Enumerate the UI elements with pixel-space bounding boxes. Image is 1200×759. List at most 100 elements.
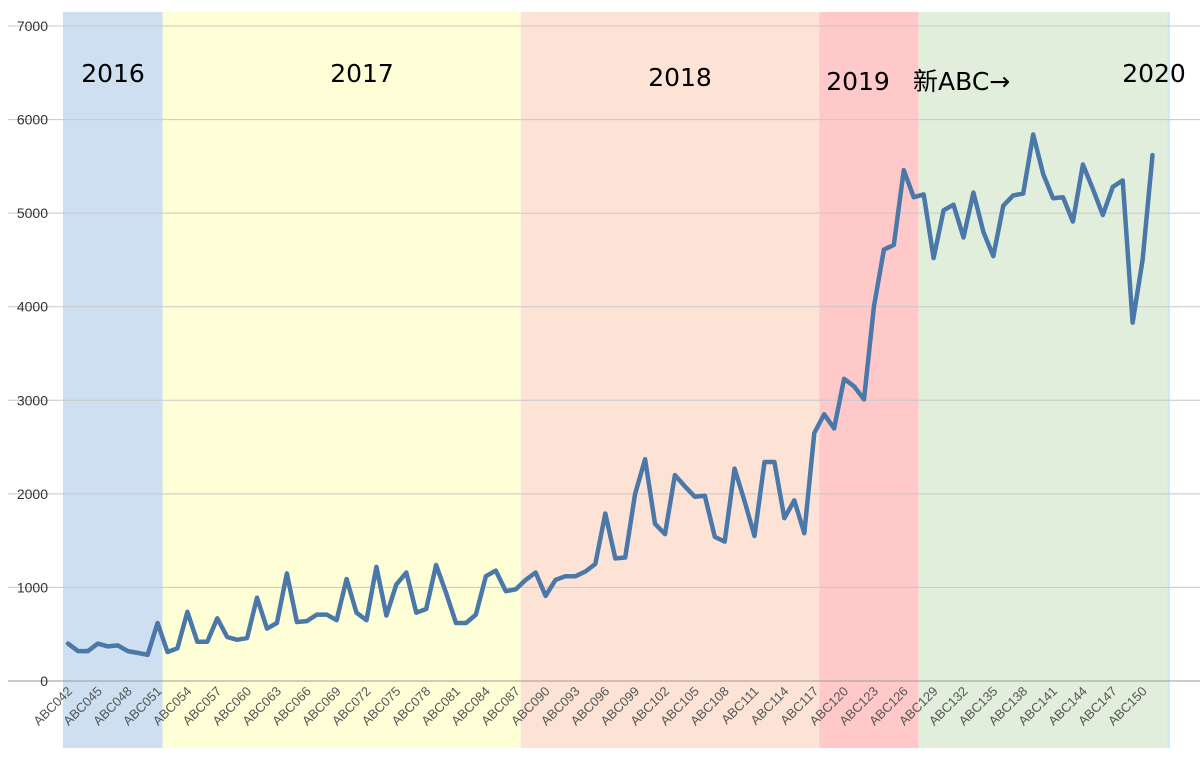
data-point — [694, 495, 696, 498]
year-bands — [63, 12, 1170, 748]
data-point — [1052, 197, 1054, 199]
data-point — [614, 557, 617, 560]
data-point — [97, 642, 99, 645]
data-point — [763, 461, 766, 463]
data-point — [733, 467, 736, 470]
band-1 — [63, 12, 163, 748]
data-point — [355, 611, 358, 614]
data-point — [345, 578, 348, 580]
data-point — [186, 611, 189, 613]
data-point — [574, 575, 577, 577]
data-point — [1131, 321, 1134, 324]
data-point — [863, 398, 865, 401]
data-point — [903, 169, 905, 171]
data-point — [664, 533, 666, 535]
data-point — [992, 255, 995, 257]
data-point — [117, 644, 119, 647]
data-point — [1012, 194, 1014, 197]
data-point — [793, 499, 796, 502]
data-point — [67, 642, 69, 645]
data-point — [783, 517, 786, 519]
data-point — [365, 619, 368, 621]
band-label-5: 新ABC→ — [913, 67, 1010, 96]
data-point — [932, 257, 935, 259]
data-point — [922, 193, 925, 196]
y-tick-label: 3000 — [17, 392, 48, 408]
data-point — [833, 427, 835, 430]
data-point — [77, 650, 79, 652]
data-point — [126, 650, 129, 652]
band-4 — [819, 12, 919, 748]
y-tick-label: 4000 — [17, 299, 48, 315]
data-point — [325, 613, 328, 616]
data-point — [455, 622, 457, 624]
band-label-4: 2019 — [826, 67, 890, 96]
data-point — [1072, 220, 1074, 223]
data-point — [485, 575, 487, 577]
data-point — [823, 413, 825, 416]
data-point — [156, 622, 159, 624]
data-point — [425, 608, 428, 610]
data-point — [196, 640, 199, 643]
data-point — [1002, 204, 1005, 207]
data-point — [942, 209, 945, 212]
data-point — [704, 494, 706, 497]
data-point — [395, 583, 398, 586]
data-point — [107, 645, 109, 648]
data-point — [1062, 196, 1064, 198]
data-point — [256, 596, 258, 599]
data-point — [644, 458, 646, 461]
data-point — [1092, 188, 1094, 190]
data-point — [276, 622, 278, 624]
data-point — [753, 535, 756, 537]
data-point — [654, 523, 656, 525]
data-point — [1141, 259, 1144, 261]
data-point — [475, 613, 477, 616]
band-3 — [520, 12, 820, 748]
data-point — [524, 579, 527, 581]
data-point — [405, 571, 408, 574]
data-point — [604, 512, 607, 515]
data-point — [624, 556, 626, 559]
data-point — [554, 579, 557, 581]
y-tick-label: 5000 — [17, 205, 48, 221]
data-point — [335, 619, 338, 621]
band-label-3: 2018 — [648, 63, 712, 92]
data-point — [714, 536, 716, 538]
data-point — [1082, 163, 1084, 166]
data-point — [634, 493, 636, 495]
data-point — [1112, 186, 1114, 188]
data-point — [176, 647, 179, 650]
data-point — [773, 461, 776, 463]
data-point — [544, 595, 547, 597]
data-point — [236, 639, 238, 641]
band-label-6: 2020 — [1122, 59, 1186, 88]
data-point — [445, 592, 447, 594]
data-point — [674, 474, 676, 476]
data-point — [893, 244, 895, 246]
y-axis-ticks: 0 1000 2000 3000 4000 5000 6000 7000 — [17, 18, 48, 689]
data-point — [912, 196, 915, 198]
data-point — [166, 651, 169, 653]
data-point — [375, 566, 378, 568]
data-point — [1022, 192, 1024, 195]
band-6 — [1167, 12, 1170, 748]
data-point — [684, 485, 686, 488]
data-point — [306, 620, 308, 622]
series-polyline — [65, 132, 1155, 658]
data-point — [843, 378, 845, 380]
y-tick-label: 2000 — [17, 486, 48, 502]
data-point — [803, 532, 806, 534]
band-5 — [918, 12, 1168, 748]
data-point — [1151, 154, 1154, 156]
y-tick-label: 0 — [40, 673, 48, 689]
data-point — [594, 563, 597, 565]
data-point — [813, 432, 816, 434]
data-point — [873, 305, 875, 308]
data-point — [286, 572, 288, 575]
data-point — [853, 385, 855, 388]
band-2 — [162, 12, 521, 748]
data-point — [515, 588, 517, 591]
data-point — [743, 500, 746, 503]
